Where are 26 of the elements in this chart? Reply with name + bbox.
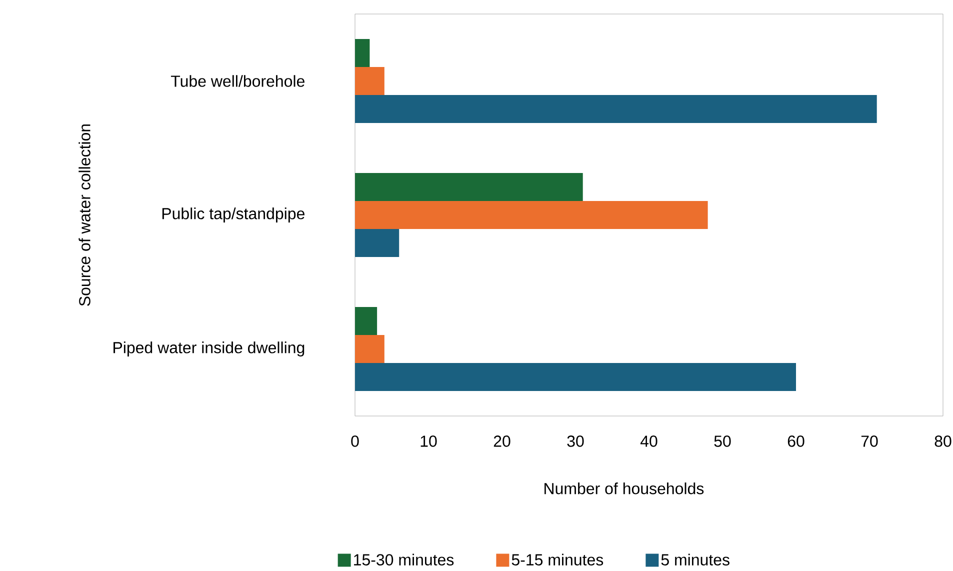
x-tick-label: 60 bbox=[788, 436, 804, 447]
bar bbox=[355, 95, 877, 124]
bar bbox=[355, 67, 384, 96]
x-axis-title: Number of households bbox=[544, 482, 704, 494]
bar bbox=[355, 307, 378, 336]
y-tick-label: Tube well/borehole bbox=[170, 75, 304, 87]
legend-label: 15-30 minutes bbox=[354, 554, 454, 566]
bar bbox=[355, 173, 583, 202]
bar bbox=[355, 363, 796, 392]
bar bbox=[355, 335, 384, 364]
legend-label: 5-15 minutes bbox=[512, 554, 604, 566]
x-tick-label: 50 bbox=[714, 436, 731, 447]
y-tick-label: Piped water inside dwelling bbox=[114, 342, 304, 356]
bar bbox=[355, 39, 370, 68]
bar bbox=[355, 201, 708, 230]
x-tick-label: 70 bbox=[861, 436, 878, 447]
x-tick-label: 20 bbox=[494, 436, 510, 447]
x-tick-label: 0 bbox=[351, 436, 359, 447]
y-tick-label: Public tap/standpipe bbox=[162, 208, 304, 222]
bar bbox=[355, 229, 400, 258]
x-tick-label: 30 bbox=[567, 436, 584, 447]
x-tick-label: 10 bbox=[420, 436, 437, 447]
x-tick-label: 80 bbox=[934, 436, 952, 447]
x-tick-label: 40 bbox=[640, 436, 658, 447]
legend-label: 5 minutes bbox=[661, 554, 730, 566]
y-axis-title: Source of water collection bbox=[78, 124, 90, 306]
